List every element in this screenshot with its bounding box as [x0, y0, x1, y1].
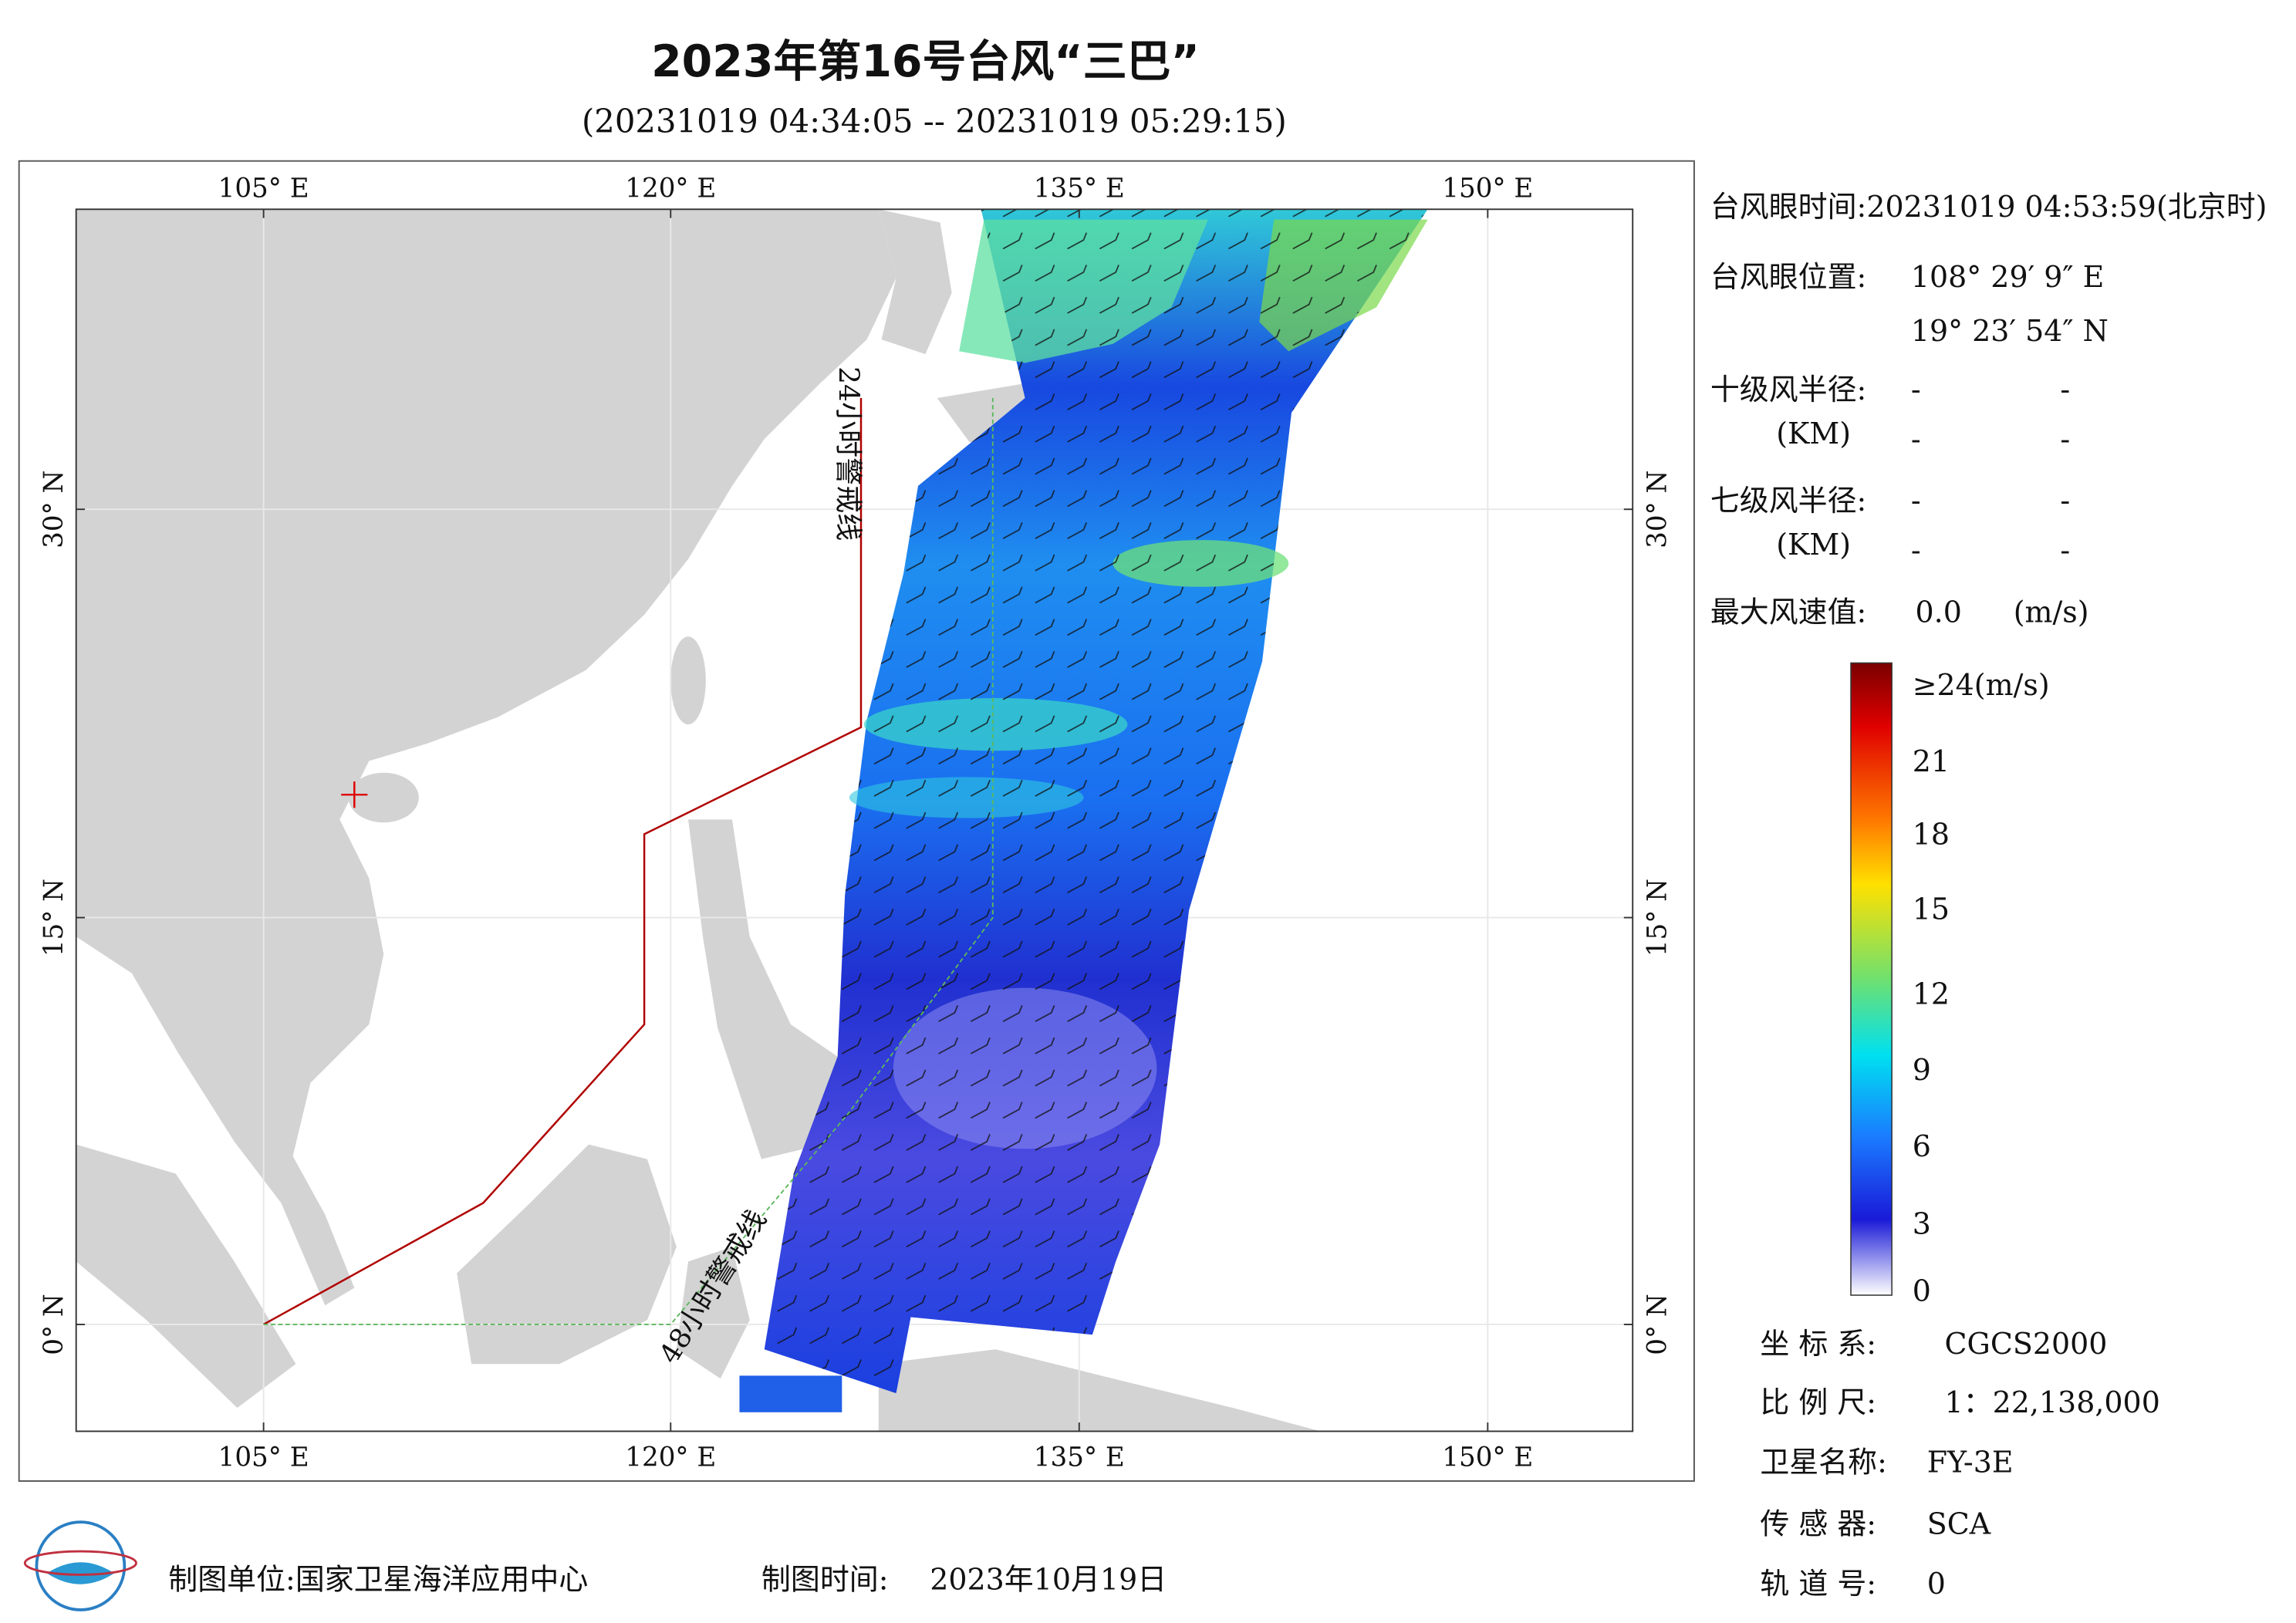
r7-label: 七级风半径: — [1710, 484, 1867, 518]
colorbar-label: 21 — [1913, 744, 1950, 778]
dash: - — [2060, 484, 2070, 518]
eye-position-label: 台风眼位置: — [1710, 260, 1867, 294]
lon-label: 120° E — [625, 1442, 716, 1473]
ticks — [76, 209, 1633, 1432]
lon-label: 105° E — [218, 1442, 309, 1473]
lon-label: 105° E — [218, 174, 309, 204]
lat-label: 15° N — [39, 879, 69, 957]
swath-fragment — [739, 1375, 842, 1412]
meta-key: 轨 道 号: — [1760, 1567, 1876, 1601]
land-korea — [878, 209, 952, 355]
max-wind-value: 0.0 — [1916, 595, 1962, 629]
warning-line-48h — [263, 398, 994, 1325]
meta-value: 0 — [1927, 1567, 1946, 1601]
max-wind-label: 最大风速值: — [1710, 595, 1867, 629]
lat-label: 0° N — [39, 1294, 69, 1355]
footer-time-label: 制图时间: — [761, 1562, 889, 1596]
colorbar-label: 3 — [1913, 1206, 1931, 1240]
land-sumatra — [76, 1144, 296, 1409]
lat-label: 0° N — [1642, 1294, 1673, 1355]
meta-key: 传 感 器: — [1760, 1507, 1876, 1540]
meta-value: 1：22,138,000 — [1944, 1385, 2159, 1419]
colorbar-label: 12 — [1913, 977, 1950, 1011]
colorbar-label: 9 — [1913, 1053, 1931, 1087]
footer-unit: 制图单位:国家卫星海洋应用中心 — [168, 1562, 588, 1596]
title: 2023年第16号台风“三巴” — [651, 36, 1200, 87]
meta-key: 比 例 尺: — [1760, 1385, 1876, 1419]
meta-key: 坐 标 系: — [1760, 1327, 1876, 1361]
dash: - — [2060, 422, 2070, 456]
colorbar-label: 15 — [1913, 892, 1950, 926]
lon-label: 135° E — [1034, 1442, 1125, 1473]
lon-label: 150° E — [1442, 1442, 1533, 1473]
colorbar-label: ≥24(m/s) — [1913, 668, 2050, 702]
max-wind-unit: (m/s) — [2014, 595, 2089, 629]
lon-label: 120° E — [625, 174, 716, 204]
eye-time: 台风眼时间:20231019 04:53:59(北京时) — [1710, 190, 2267, 224]
info-panel: 台风眼时间:20231019 04:53:59(北京时) 台风眼位置: 108°… — [1710, 190, 2267, 629]
colorbar — [1850, 662, 1893, 1296]
land-taiwan — [670, 636, 706, 725]
land-philippines — [688, 819, 838, 1159]
land-borneo — [457, 1144, 677, 1365]
land-hainan — [348, 772, 419, 823]
warning-line-24h — [263, 398, 863, 1326]
colorbar-label: 0 — [1913, 1274, 1931, 1308]
wind-barbs — [764, 209, 1428, 1394]
dash: - — [2060, 373, 2070, 407]
km-unit: (KM) — [1776, 528, 1851, 562]
lat-label: 30° N — [1642, 471, 1673, 548]
meta-value: FY-3E — [1927, 1446, 2014, 1480]
map-area: 24小时警戒线 48小时警戒线 — [76, 209, 1633, 1432]
lon-label: 150° E — [1442, 174, 1533, 204]
dash: - — [1911, 484, 1921, 518]
lat-label: 30° N — [39, 471, 69, 548]
land-asia — [76, 209, 896, 1306]
lat-label: 15° N — [1642, 879, 1673, 957]
lon-label: 135° E — [1034, 174, 1125, 204]
logo — [23, 1520, 137, 1611]
meta-value: CGCS2000 — [1944, 1327, 2107, 1361]
land-new-guinea — [878, 1349, 1321, 1432]
footer-time-value: 2023年10月19日 — [930, 1562, 1167, 1596]
dash: - — [1911, 373, 1921, 407]
dash: - — [1911, 534, 1921, 568]
land-sulawesi — [676, 1247, 750, 1379]
warning-label: 24小时警戒线 — [832, 366, 865, 541]
colorbar-label: 18 — [1913, 818, 1950, 852]
colorbar-label: 6 — [1913, 1129, 1931, 1163]
map-border — [75, 208, 1634, 1432]
subtitle: (20231019 04:34:05 -- 20231019 05:29:15) — [582, 103, 1287, 140]
typhoon-eye — [341, 781, 368, 808]
dash: - — [2060, 534, 2070, 568]
dash: - — [1911, 422, 1921, 456]
eye-lon: 108° 29′ 9″ E — [1911, 260, 2105, 294]
logo-orbit — [23, 1550, 137, 1576]
wind-swath — [739, 209, 1428, 1412]
r10-label: 十级风半径: — [1710, 373, 1867, 407]
km-unit: (KM) — [1776, 417, 1851, 450]
meta-value: SCA — [1927, 1507, 1991, 1540]
logo-wave — [46, 1562, 115, 1584]
meta-key: 卫星名称: — [1760, 1446, 1887, 1480]
eye-lat: 19° 23′ 54″ N — [1911, 314, 2109, 348]
